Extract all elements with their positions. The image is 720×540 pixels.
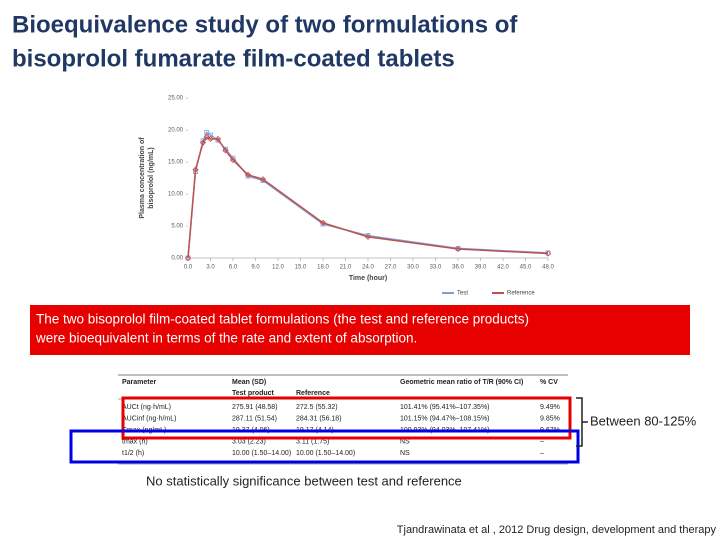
marker <box>244 171 252 178</box>
marker <box>192 166 199 173</box>
highlight-box <box>121 396 572 440</box>
table-cell: 10.00 (1.50–14.00) <box>232 450 291 457</box>
x-tick-label: 15.0 <box>295 265 307 271</box>
x-tick-label: 21.0 <box>340 265 352 271</box>
table-cell: tmax (h) <box>122 438 148 445</box>
y-tick-label: 5.00 <box>171 224 183 230</box>
x-tick-label: 6.0 <box>229 265 238 271</box>
x-tick-label: 27.0 <box>385 265 397 271</box>
marker <box>203 133 210 141</box>
series-line <box>187 131 549 259</box>
marker <box>544 250 552 257</box>
marker <box>207 135 214 143</box>
x-tick-label: 9.0 <box>251 265 260 271</box>
citation: Tjandrawinata et al , 2012 Drug design, … <box>397 524 717 536</box>
table-cell: 272.5 (55.32) <box>296 404 338 411</box>
subcolumn-header: Test product <box>232 390 275 397</box>
table-cell: 3.03 (2.23) <box>232 438 266 445</box>
table-cell: NS <box>400 450 410 457</box>
title-line: bisoprolol fumarate film-coated tablets <box>12 45 455 72</box>
x-tick-label: 18.0 <box>317 265 329 271</box>
table-cell: – <box>540 438 544 445</box>
column-header: Geometric mean ratio of T/R (90% CI) <box>400 379 523 386</box>
legend-label: Reference <box>507 291 535 297</box>
table-cell: AUCinf (ng·h/mL) <box>122 415 176 422</box>
table-cell: – <box>540 450 544 457</box>
column-header: Mean (SD) <box>232 379 266 386</box>
x-tick-label: 42.0 <box>497 265 509 271</box>
table-cell: 101.15% (94.47%–108.15%) <box>400 415 490 422</box>
y-tick-label: 20.00 <box>168 128 184 134</box>
table-cell: 9.85% <box>540 415 560 422</box>
marker <box>208 132 213 138</box>
table-cell: t1/2 (h) <box>122 450 144 457</box>
y-tick-label: 15.00 <box>168 160 184 166</box>
bracket <box>576 397 588 447</box>
marker <box>259 176 267 183</box>
bottom-note: No statistically significance between te… <box>146 473 462 488</box>
y-axis-label: Plasma concentration of <box>139 137 146 219</box>
x-tick-label: 48.0 <box>542 265 554 271</box>
table-cell: 3.11 (1.75) <box>296 438 329 445</box>
table-cell: AUCt (ng·h/mL) <box>122 404 171 411</box>
x-tick-label: 3.0 <box>206 265 215 271</box>
note-box <box>140 471 538 493</box>
marker <box>229 157 237 164</box>
table-cell: 287.11 (51.54) <box>232 415 277 422</box>
x-tick-label: 45.0 <box>520 265 532 271</box>
marker <box>319 219 327 226</box>
y-tick-label: 0.00 <box>171 256 183 262</box>
table-cell: 275.91 (48.58) <box>232 404 278 411</box>
table-cell: 101.41% (95.41%–107.35%) <box>400 404 490 411</box>
marker <box>184 254 192 262</box>
chart: 0.00 5.00 10.00 15.00 20.00 25.00 0.0 3.0 6.0 9.0… <box>139 96 555 297</box>
series-line <box>187 136 549 259</box>
marker <box>222 147 229 154</box>
x-tick-label: 36.0 <box>452 265 464 271</box>
marker <box>199 139 207 146</box>
y-tick-label: 10.00 <box>168 192 184 198</box>
y-tick-label: 25.00 <box>168 96 184 102</box>
table-cell: 9.49% <box>540 404 560 411</box>
x-tick-label: 24.0 <box>362 265 374 271</box>
marker <box>454 245 462 253</box>
callout-text: The two bisoprolol film-coated tablet fo… <box>36 312 529 327</box>
subcolumn-header: Reference <box>296 390 330 397</box>
table-cell: NS <box>400 438 410 445</box>
x-tick-label: 33.0 <box>430 265 442 271</box>
x-tick-label: 0.0 <box>184 265 193 271</box>
title-line: Bioequivalence study of two formulations… <box>12 11 518 38</box>
x-tick-label: 30.0 <box>407 265 419 271</box>
table-cell: 284.31 (56.18) <box>296 415 342 422</box>
marker <box>364 233 372 240</box>
bracket-note: Between 80-125% <box>590 413 697 428</box>
legend-label: Test <box>457 291 468 297</box>
x-tick-label: 12.0 <box>272 265 284 271</box>
column-header: % CV <box>540 379 558 386</box>
x-axis-label: Time (hour) <box>349 275 387 282</box>
marker <box>214 135 222 143</box>
table-cell: 10.00 (1.50–14.00) <box>296 450 355 457</box>
column-header: Parameter <box>122 379 157 386</box>
callout-box <box>30 305 690 355</box>
y-axis-label: bisoprolol (ng/mL) <box>148 147 155 208</box>
x-tick-label: 39.0 <box>475 265 487 271</box>
callout-text: were bioequivalent in terms of the rate … <box>35 331 417 346</box>
